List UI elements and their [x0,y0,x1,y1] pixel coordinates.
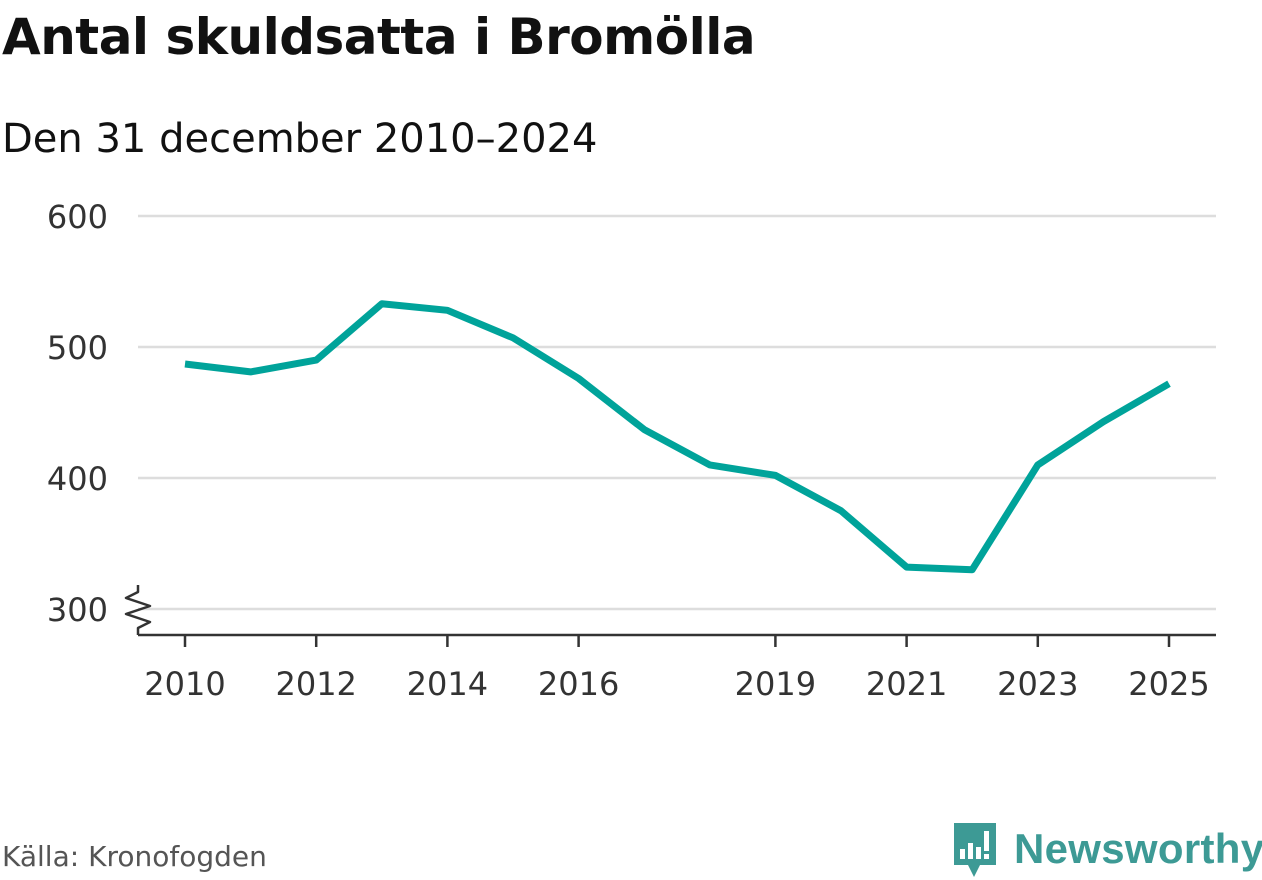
axis-break-mark [124,585,152,635]
x-tick-label: 2012 [275,665,356,703]
chart-title: Antal skuldsatta i Bromölla [2,8,756,66]
x-tick-label: 2019 [735,665,816,703]
x-tick-label: 2010 [144,665,225,703]
brand-name: Newsworthy [1014,825,1262,872]
x-axis: 2010 2012 2014 2016 2019 2021 2023 2025 [138,633,1216,703]
x-tick-label: 2025 [1128,665,1209,703]
line-chart: 300 400 500 600 2010 2012 2014 2016 2019 2021 202… [47,198,1216,703]
y-tick-label: 500 [47,329,108,367]
y-tick-label: 400 [47,460,108,498]
source-note: Källa: Kronofogden [2,840,267,873]
x-tick-label: 2021 [866,665,947,703]
x-tick-label: 2016 [538,665,619,703]
series-line [184,300,1171,574]
brand-logo: Newsworthy [950,818,1262,880]
y-axis: 300 400 500 600 [47,198,152,635]
newsworthy-icon [954,823,996,877]
y-tick-label: 600 [47,198,108,236]
series-lines [184,300,1171,574]
y-tick-label: 300 [47,591,108,629]
x-tick-label: 2014 [407,665,488,703]
chart-subtitle: Den 31 december 2010–2024 [2,116,598,162]
grid-lines [138,214,1216,611]
x-tick-label: 2023 [997,665,1078,703]
